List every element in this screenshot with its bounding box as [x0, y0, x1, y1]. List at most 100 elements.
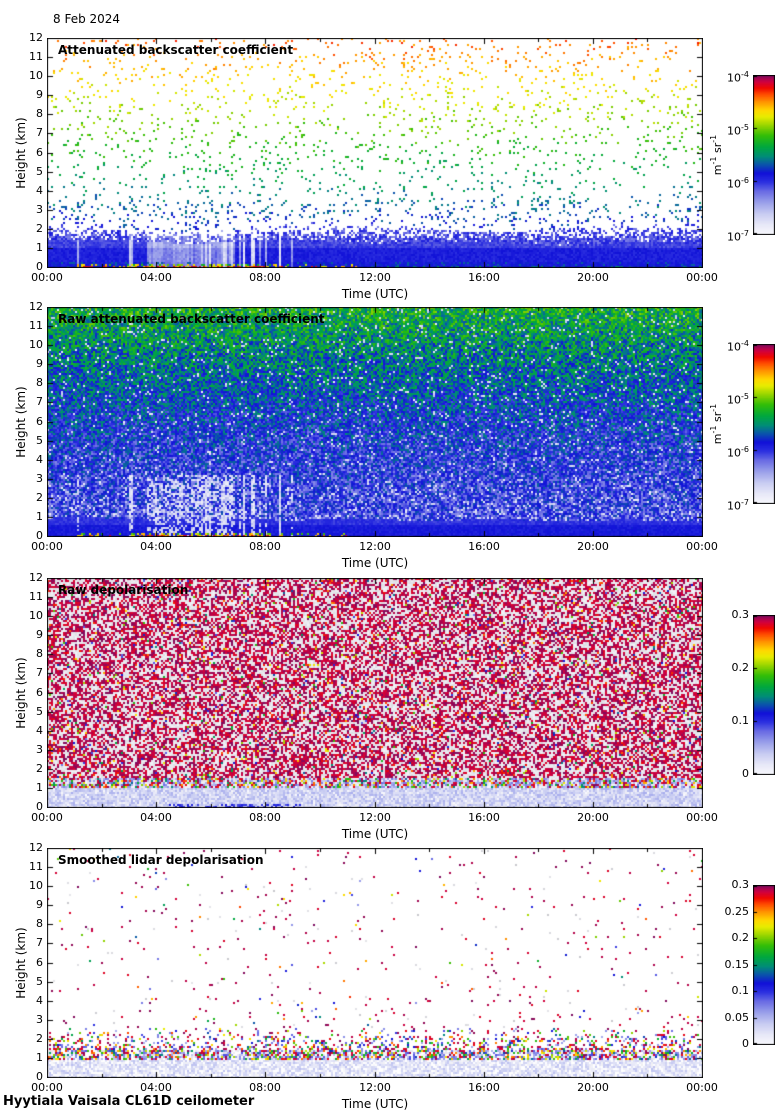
y-axis-tick-label: 2	[36, 491, 43, 504]
colorbar-tick-label: 10-4	[727, 70, 749, 85]
y-axis-tick-label: 1	[36, 1051, 43, 1064]
y-axis-tick-label: 6	[36, 686, 43, 699]
y-axis-tick-label: 0	[36, 260, 43, 273]
x-axis-tick-label: 00:00	[686, 271, 718, 284]
y-axis-label: Height (km)	[14, 927, 28, 999]
y-axis-tick-label: 10	[29, 338, 43, 351]
y-axis-tick-label: 7	[36, 936, 43, 949]
colorbar-tick-exponent: -4	[741, 339, 749, 348]
y-axis-tick-label: 1	[36, 781, 43, 794]
colorbar-tick-label: 10-4	[727, 339, 749, 354]
instrument-label: Hyytiala Vaisala CL61D ceilometer	[3, 1094, 255, 1109]
x-axis-tick-label: 00:00	[31, 811, 63, 824]
x-axis-tick-label: 08:00	[249, 811, 281, 824]
y-axis-tick-label: 10	[29, 69, 43, 82]
colorbar-tick-label: 10-6	[727, 176, 749, 191]
y-axis-tick-label: 4	[36, 184, 43, 197]
y-axis-tick-label: 12	[29, 300, 43, 313]
colorbar-unit-exponent: -1	[709, 156, 719, 165]
y-axis-tick-label: 12	[29, 841, 43, 854]
colorbar-tick-label: 0	[742, 767, 749, 780]
colorbar-tick-label: 0.2	[731, 931, 750, 944]
raw-depolarisation-plot-canvas	[47, 578, 703, 808]
x-axis-tick-label: 04:00	[140, 811, 172, 824]
y-axis-tick-label: 1	[36, 510, 43, 523]
x-axis-tick-label: 16:00	[468, 811, 500, 824]
x-axis-tick-label: 20:00	[577, 271, 609, 284]
y-axis-tick-label: 9	[36, 898, 43, 911]
colorbar-unit-label: m-1 sr-1	[709, 403, 724, 445]
y-axis-tick-label: 8	[36, 917, 43, 930]
colorbar-tick-label: 0.1	[731, 984, 750, 997]
y-axis-tick-label: 5	[36, 165, 43, 178]
y-axis-tick-label: 4	[36, 724, 43, 737]
colorbar-tick-label: 10-6	[727, 445, 749, 460]
y-axis-tick-label: 11	[29, 319, 43, 332]
y-axis-label: Height (km)	[14, 117, 28, 189]
y-axis-tick-label: 7	[36, 126, 43, 139]
x-axis-tick-label: 04:00	[140, 271, 172, 284]
y-axis-tick-label: 2	[36, 222, 43, 235]
panel-title: Smoothed lidar depolarisation	[58, 853, 264, 867]
x-axis-tick-label: 20:00	[577, 540, 609, 553]
panel-title: Raw attenuated backscatter coefficient	[58, 312, 325, 326]
y-axis-tick-label: 3	[36, 472, 43, 485]
raw-attenuated-backscatter-plot-canvas	[47, 307, 703, 537]
y-axis-tick-label: 12	[29, 571, 43, 584]
x-axis-label: Time (UTC)	[341, 827, 409, 841]
y-axis-tick-label: 3	[36, 203, 43, 216]
colorbar-unit-label: m-1 sr-1	[709, 134, 724, 176]
colorbar-tick-label: 0.1	[731, 714, 750, 727]
x-axis-label: Time (UTC)	[341, 1097, 409, 1111]
colorbar-tick-label: 10-7	[727, 229, 749, 244]
y-axis-tick-label: 10	[29, 609, 43, 622]
panel-title: Raw depolarisation	[58, 583, 189, 597]
attenuated-backscatter-plot-canvas	[47, 38, 703, 268]
y-axis-tick-label: 9	[36, 628, 43, 641]
colorbar-tick-label: 0.15	[724, 958, 750, 971]
y-axis-tick-label: 11	[29, 50, 43, 63]
smoothed-lidar-depolarisation-colorbar	[753, 885, 775, 1045]
x-axis-tick-label: 00:00	[31, 540, 63, 553]
x-axis-tick-label: 12:00	[359, 540, 391, 553]
x-axis-tick-label: 20:00	[577, 1081, 609, 1094]
y-axis-tick-label: 0	[36, 529, 43, 542]
x-axis-tick-label: 16:00	[468, 1081, 500, 1094]
y-axis-tick-label: 6	[36, 415, 43, 428]
date-label: 8 Feb 2024	[53, 12, 121, 26]
x-axis-tick-label: 20:00	[577, 811, 609, 824]
x-axis-tick-label: 08:00	[249, 271, 281, 284]
y-axis-tick-label: 4	[36, 994, 43, 1007]
y-axis-tick-label: 8	[36, 647, 43, 660]
y-axis-label: Height (km)	[14, 657, 28, 729]
colorbar-tick-exponent: -7	[741, 229, 749, 238]
x-axis-tick-label: 00:00	[31, 1081, 63, 1094]
y-axis-tick-label: 0	[36, 1070, 43, 1083]
x-axis-tick-label: 00:00	[686, 811, 718, 824]
x-axis-tick-label: 16:00	[468, 540, 500, 553]
attenuated-backscatter-colorbar	[753, 75, 775, 235]
colorbar-tick-label: 0.3	[731, 608, 750, 621]
y-axis-tick-label: 3	[36, 743, 43, 756]
y-axis-tick-label: 8	[36, 107, 43, 120]
colorbar-unit-exponent: -1	[709, 134, 719, 143]
x-axis-tick-label: 04:00	[140, 540, 172, 553]
x-axis-label: Time (UTC)	[341, 556, 409, 570]
x-axis-tick-label: 00:00	[31, 271, 63, 284]
y-axis-tick-label: 5	[36, 434, 43, 447]
y-axis-tick-label: 11	[29, 590, 43, 603]
colorbar-tick-label: 0.3	[731, 878, 750, 891]
x-axis-tick-label: 00:00	[686, 1081, 718, 1094]
x-axis-label: Time (UTC)	[341, 287, 409, 301]
colorbar-tick-exponent: -6	[741, 176, 749, 185]
y-axis-tick-label: 5	[36, 705, 43, 718]
y-axis-tick-label: 4	[36, 453, 43, 466]
raw-attenuated-backscatter-colorbar	[753, 344, 775, 504]
colorbar-tick-label: 10-7	[727, 498, 749, 513]
y-axis-label: Height (km)	[14, 386, 28, 458]
colorbar-tick-label: 0.2	[731, 661, 750, 674]
y-axis-tick-label: 10	[29, 879, 43, 892]
colorbar-tick-exponent: -5	[741, 392, 749, 401]
y-axis-tick-label: 2	[36, 762, 43, 775]
